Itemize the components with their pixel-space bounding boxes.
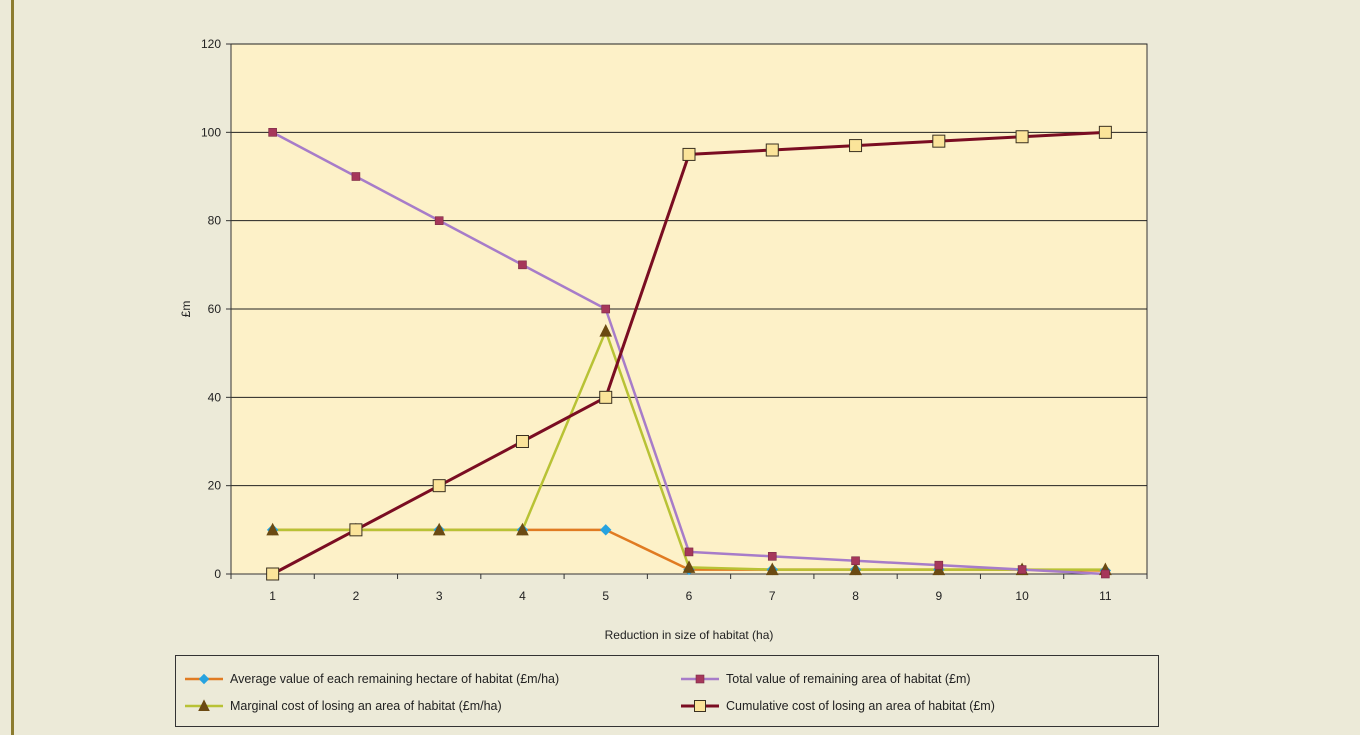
legend-swatch-average-value [184,672,228,686]
chart-legend: Average value of each remaining hectare … [175,655,1159,727]
legend-swatch-graphic-total-value [681,674,719,684]
marker-cumulative-cost-2 [349,523,363,537]
marker-cumulative-cost-5 [599,390,613,404]
marker-total-value-3 [434,216,444,225]
legend-swatch-graphic-cumulative-cost [681,700,719,712]
marker-marginal-cost-4 [516,522,529,536]
y-tick-label-60: 60 [208,302,222,316]
marker-cumulative-cost-1 [266,567,280,581]
marker-cumulative-cost-3 [432,479,446,493]
marker-total-value-2 [351,172,361,181]
legend-item-cumulative-cost: Cumulative cost of losing an area of hab… [680,696,995,716]
x-tick-label-1: 1 [269,589,276,603]
marker-cumulative-cost-11 [1098,125,1112,139]
y-axis-title: £m [179,301,193,318]
x-tick-label-9: 9 [935,589,942,603]
legend-marker-average-value [198,673,210,685]
legend-label-total-value: Total value of remaining area of habitat… [726,672,971,686]
x-tick-label-11: 11 [1099,589,1112,603]
legend-label-average-value: Average value of each remaining hectare … [230,672,560,686]
x-tick-label-3: 3 [436,589,443,603]
line-chart: 0 20 40 60 80 100 120 1 2 3 4 5 6 7 8 9 10 11 Reduction i… [179,37,1148,642]
marker-total-value-5 [601,304,611,314]
marker-cumulative-cost-4 [515,435,529,448]
marker-total-value-7 [767,552,777,561]
marker-cumulative-cost-7 [765,143,779,157]
y-tick-label-100: 100 [201,125,221,139]
marker-marginal-cost-1 [266,522,279,536]
x-tick-label-10: 10 [1015,589,1029,603]
marker-marginal-cost-8 [849,562,862,576]
x-tick-label-7: 7 [769,589,776,603]
marker-total-value-1 [268,128,277,137]
legend-swatch-marginal-cost [184,699,228,713]
x-tick-label-6: 6 [686,589,693,603]
legend-item-marginal-cost: Marginal cost of losing an area of habit… [184,696,502,716]
tick-labels: 0 20 40 60 80 100 120 1 2 3 4 5 6 7 8 9 10 11 [201,37,1112,603]
marker-total-value-8 [851,556,860,566]
legend-item-total-value: Total value of remaining area of habitat… [680,669,971,689]
x-tick-label-8: 8 [852,589,859,603]
y-tick-label-0: 0 [214,567,221,581]
legend-label-cumulative-cost: Cumulative cost of losing an area of hab… [726,699,995,713]
left-border-rule [11,0,14,735]
marker-average-value-5 [600,524,612,536]
x-tick-label-4: 4 [519,589,526,603]
marker-cumulative-cost-10 [1015,130,1029,144]
legend-swatch-cumulative-cost [680,699,724,713]
y-tick-label-120: 120 [201,37,221,51]
legend-item-average-value: Average value of each remaining hectare … [184,669,559,689]
legend-marker-total-value [695,674,705,684]
y-tick-label-80: 80 [208,214,222,228]
marker-total-value-10 [1017,565,1027,574]
legend-swatch-graphic-average-value [185,673,223,685]
legend-swatch-graphic-marginal-cost [185,699,223,711]
x-tick-label-2: 2 [353,589,360,603]
marker-total-value-11 [1101,569,1110,579]
legend-label-marginal-cost: Marginal cost of losing an area of habit… [230,699,502,713]
marker-cumulative-cost-8 [849,139,863,153]
marker-cumulative-cost-6 [682,147,696,161]
marker-total-value-4 [518,260,527,270]
marker-marginal-cost-7 [765,562,779,576]
legend-marker-cumulative-cost [694,700,706,712]
x-tick-label-5: 5 [602,589,609,603]
marker-marginal-cost-3 [432,522,446,536]
marker-total-value-9 [934,560,944,570]
legend-swatch-total-value [680,672,724,686]
x-axis-title: Reduction in size of habitat (ha) [605,628,774,642]
gridlines [231,43,1147,487]
marker-total-value-6 [684,547,694,557]
marker-cumulative-cost-9 [932,134,946,148]
marker-marginal-cost-5 [599,323,613,337]
series-markers [266,125,1112,581]
y-tick-label-20: 20 [208,479,222,493]
legend-marker-marginal-cost [198,699,210,711]
marker-marginal-cost-6 [682,560,696,573]
y-tick-label-40: 40 [208,390,222,404]
